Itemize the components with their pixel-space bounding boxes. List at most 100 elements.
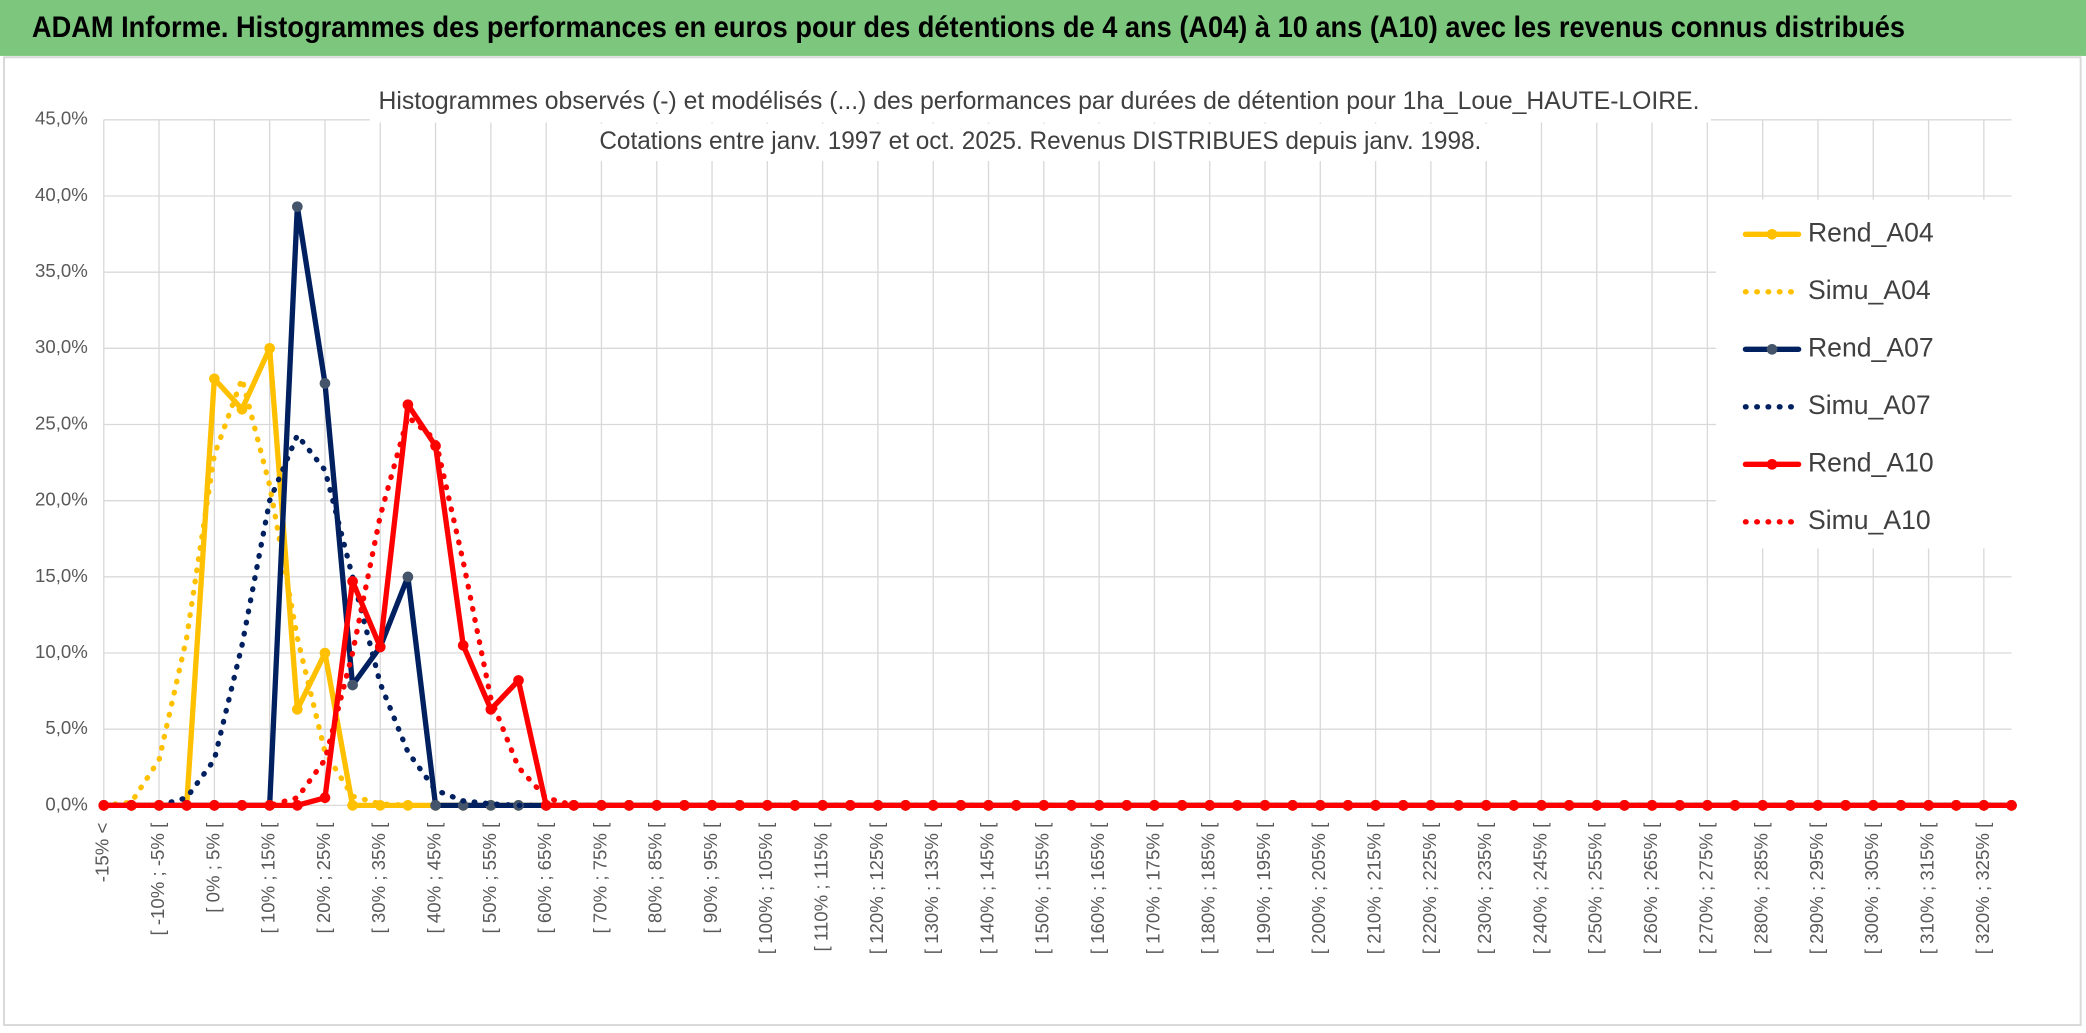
- y-tick-label: 35,0%: [35, 260, 88, 281]
- point-marker: [402, 399, 414, 411]
- x-tick-label: [ 70% ; 75% [: [589, 822, 610, 934]
- x-tick-label: [ 220% ; 225% [: [1419, 822, 1440, 954]
- point-marker: [1370, 800, 1381, 811]
- title-bg: [369, 82, 1711, 123]
- x-tick-label: [ 230% ; 235% [: [1474, 822, 1495, 954]
- legend-box: [1716, 199, 2012, 549]
- y-tick-label: 10,0%: [35, 641, 88, 662]
- x-tick-label: [ 30% ; 35% [: [368, 822, 389, 934]
- legend-label: Rend_A04: [1808, 217, 1934, 247]
- x-tick-label: [ 20% ; 25% [: [313, 822, 334, 934]
- y-tick-label: 45,0%: [35, 108, 88, 129]
- point-marker: [347, 576, 358, 587]
- chart-title: Histogrammes observés (-) et modélisés (…: [378, 87, 1699, 115]
- x-tick-label: [ 170% ; 175% [: [1142, 822, 1163, 954]
- point-marker: [319, 647, 331, 659]
- point-marker: [927, 800, 939, 811]
- x-tick-label: [ 280% ; 285% [: [1751, 822, 1772, 954]
- point-marker: [402, 571, 414, 583]
- x-tick-label: [ 100% ; 105% [: [755, 822, 776, 954]
- point-marker: [1674, 800, 1686, 811]
- point-marker: [1867, 800, 1879, 811]
- point-marker: [1923, 800, 1934, 811]
- x-tick-label: [ 180% ; 185% [: [1198, 822, 1219, 954]
- plot-area: 0,0% 5,0% 10,0% 15,0% 20,0% 25,0% 30,0% 35,0% 40…: [35, 108, 2017, 954]
- point-marker: [983, 800, 994, 811]
- point-marker: [1729, 800, 1741, 811]
- x-tick-label: [ 260% ; 265% [: [1640, 822, 1661, 954]
- legend-marker: [1766, 343, 1778, 355]
- point-marker: [1784, 800, 1796, 811]
- point-marker: [374, 641, 386, 653]
- point-marker: [291, 201, 303, 212]
- point-marker: [236, 403, 248, 415]
- series-line: [101, 414, 2015, 809]
- legend-label: Simu_A10: [1808, 505, 1931, 535]
- point-marker: [513, 675, 524, 686]
- x-tick-label: [ 270% ; 275% [: [1695, 822, 1716, 954]
- point-marker: [209, 373, 220, 385]
- point-marker: [264, 343, 275, 354]
- chart-subtitle: Cotations entre janv. 1997 et oct. 2025.…: [599, 127, 1481, 155]
- y-tick-label: 20,0%: [35, 489, 88, 510]
- x-tick-label: [ 160% ; 165% [: [1087, 822, 1108, 954]
- point-marker: [1619, 800, 1630, 811]
- point-marker: [1093, 800, 1105, 811]
- point-marker: [319, 378, 331, 389]
- point-marker: [291, 704, 303, 715]
- legend-label: Rend_A10: [1808, 447, 1934, 477]
- legend-label: Simu_A04: [1808, 275, 1931, 305]
- y-tick-label: 30,0%: [35, 336, 88, 357]
- x-tick-label: [ 250% ; 255% [: [1585, 822, 1606, 954]
- point-marker: [1287, 800, 1298, 811]
- x-tick-label: -15% <: [92, 823, 113, 883]
- point-marker: [540, 800, 552, 811]
- legend-label: Simu_A07: [1808, 390, 1931, 420]
- point-marker: [872, 800, 884, 811]
- header-title: ADAM Informe. Histogrammes des performan…: [32, 12, 1905, 44]
- point-marker: [430, 800, 441, 811]
- x-tick-label: [ 40% ; 45% [: [423, 822, 444, 934]
- x-tick-label: [ 50% ; 55% [: [479, 822, 500, 934]
- y-tick-label: 5,0%: [45, 717, 87, 738]
- x-tick-label: [ 140% ; 145% [: [976, 822, 997, 954]
- point-marker: [457, 640, 469, 651]
- x-tick-label: [ 210% ; 215% [: [1364, 822, 1385, 954]
- y-tick-label: 25,0%: [35, 412, 88, 433]
- point-marker: [319, 792, 331, 804]
- title-bg: [589, 123, 1492, 162]
- point-marker: [734, 800, 745, 811]
- y-tick-label: 15,0%: [35, 565, 88, 586]
- point-marker: [1591, 800, 1603, 811]
- point-marker: [623, 800, 635, 811]
- point-marker: [347, 679, 358, 691]
- point-marker: [126, 800, 137, 811]
- x-tick-label: [ 310% ; 315% [: [1916, 822, 1937, 954]
- point-marker: [1038, 800, 1050, 811]
- x-tick-label: [ 300% ; 305% [: [1861, 822, 1882, 954]
- legend-marker: [1766, 458, 1778, 470]
- x-tick-label: [ -10% ; -5% [: [147, 822, 168, 936]
- x-tick-label: [ 80% ; 85% [: [645, 822, 666, 934]
- x-tick-label: [ 60% ; 65% [: [534, 822, 555, 934]
- x-tick-label: [ 0% ; 5% [: [202, 822, 223, 913]
- point-marker: [1480, 800, 1492, 811]
- point-marker: [1121, 800, 1133, 811]
- legend-marker: [1766, 228, 1778, 240]
- point-marker: [1342, 800, 1354, 811]
- x-tick-label: [ 120% ; 125% [: [866, 822, 887, 954]
- x-tick-label: [ 10% ; 15% [: [258, 822, 279, 934]
- x-tick-label: [ 130% ; 135% [: [921, 822, 942, 954]
- point-marker: [679, 800, 690, 811]
- point-marker: [181, 800, 193, 811]
- x-tick-label: [ 240% ; 245% [: [1529, 822, 1550, 954]
- y-tick-label: 40,0%: [35, 184, 88, 205]
- point-marker: [2006, 800, 2017, 811]
- point-marker: [347, 800, 358, 811]
- y-tick-label: 0,0%: [45, 793, 87, 814]
- legend-label: Rend_A07: [1808, 332, 1934, 362]
- header-bar: [0, 0, 2086, 56]
- x-tick-label: [ 190% ; 195% [: [1253, 822, 1274, 954]
- point-marker: [789, 800, 801, 811]
